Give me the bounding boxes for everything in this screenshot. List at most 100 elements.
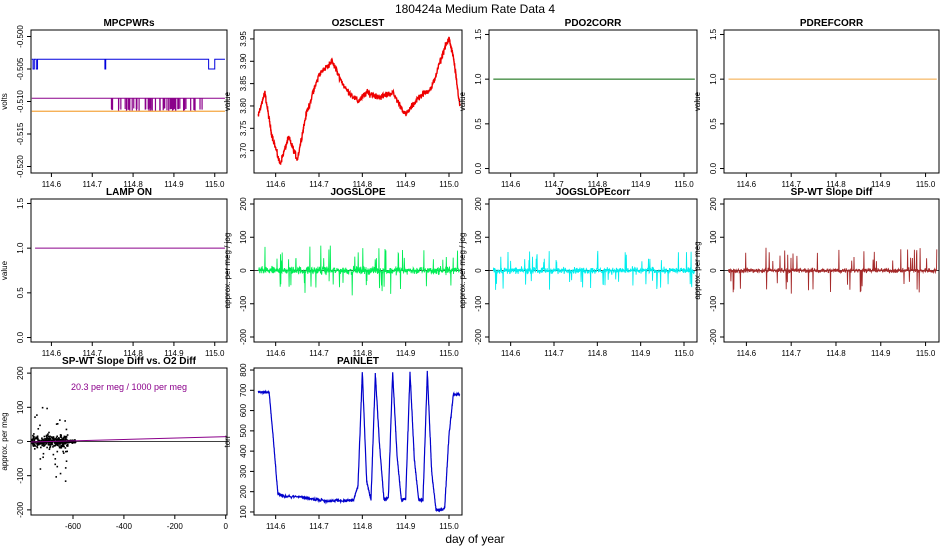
plot-area — [254, 245, 462, 296]
scatter-point — [39, 442, 42, 444]
scatter-point — [45, 442, 48, 445]
scatter-point — [36, 444, 39, 446]
scatter-point — [33, 433, 35, 435]
y-tick-label: 0.0 — [16, 331, 25, 343]
scatter-point — [47, 433, 49, 435]
scatter-point — [53, 444, 55, 447]
scatter-point — [46, 446, 48, 449]
scatter-point — [63, 441, 65, 444]
y-axis-label: value — [223, 91, 232, 111]
chart-title: LAMP ON — [106, 187, 152, 198]
series-line-blue — [31, 58, 225, 70]
scatter-point — [47, 439, 49, 442]
y-tick-label: -100 — [239, 295, 248, 312]
scatter-point — [36, 414, 38, 416]
y-tick-label: 0 — [16, 439, 25, 444]
x-tick-label: 114.9 — [631, 349, 651, 358]
chart-pdo2corr: PDO2CORR value 114.6 114.7 114.8 114.9 115.0 0.… — [458, 18, 698, 189]
figure-title: 180424a Medium Rate Data 4 — [395, 2, 555, 16]
scatter-point — [62, 452, 65, 454]
x-tick-label: 115.0 — [439, 349, 459, 358]
plot-area — [31, 58, 225, 112]
y-tick-label: 0 — [474, 268, 483, 273]
scatter-point — [39, 424, 41, 427]
x-tick-label: 114.6 — [42, 180, 62, 189]
scatter-point — [56, 442, 59, 444]
x-tick-label: 115.0 — [205, 180, 225, 189]
chart-o2sclest: O2SCLEST value 114.6 114.7 114.8 114.9 115.0 3.… — [223, 18, 463, 189]
scatter-point — [66, 434, 69, 436]
scatter-point — [51, 439, 54, 441]
scatter-point — [64, 441, 67, 444]
scatter-point — [62, 437, 65, 440]
x-tick-label: 0 — [224, 522, 229, 531]
x-tick-label: 114.8 — [826, 349, 846, 358]
scatter-point — [33, 444, 36, 447]
scatter-point — [55, 423, 58, 425]
scatter-point — [45, 438, 48, 440]
scatter-point — [59, 419, 61, 421]
scatter-point — [69, 441, 72, 443]
chart-title: JOGSLOPE — [330, 187, 385, 198]
y-tick-label: -100 — [709, 295, 718, 312]
scatter-point — [32, 445, 35, 447]
scatter-point — [40, 439, 43, 442]
scatter-point — [55, 443, 58, 446]
scatter-point — [36, 446, 39, 449]
y-tick-label: 3.90 — [239, 53, 248, 69]
scatter-point — [59, 443, 62, 445]
series-line — [257, 370, 461, 513]
scatter-point — [54, 458, 57, 460]
scatter-point — [48, 435, 51, 438]
x-tick-label: 115.0 — [439, 180, 459, 189]
scatter-point — [69, 439, 72, 442]
y-tick-label: -200 — [709, 328, 718, 345]
y-axis-label: approx. per meg — [693, 241, 702, 299]
scatter-point — [38, 443, 40, 446]
scatter-point — [51, 437, 54, 440]
chart-spwtvso2: SP-WT Slope Diff vs. O2 Diff approx. per … — [0, 356, 229, 531]
y-tick-label: 0.5 — [709, 118, 718, 130]
y-tick-label: 0.5 — [474, 118, 483, 130]
y-axis-label: value — [458, 91, 467, 111]
scatter-point — [63, 442, 65, 445]
scatter-point — [45, 439, 48, 442]
scatter-point — [50, 443, 53, 445]
y-tick-label: -200 — [16, 501, 25, 518]
scatter-point — [56, 423, 59, 425]
scatter-point — [42, 445, 45, 447]
y-tick-label: 0 — [239, 268, 248, 273]
y-tick-label: -100 — [16, 467, 25, 484]
scatter-point — [54, 444, 57, 447]
y-tick-label: 100 — [709, 230, 718, 244]
scatter-point — [33, 437, 35, 439]
scatter-point — [56, 465, 59, 468]
x-tick-label: 114.7 — [781, 349, 801, 358]
scatter-point — [44, 442, 46, 444]
scatter-point — [65, 436, 68, 438]
scatter-point — [44, 443, 46, 446]
x-tick-label: 114.7 — [309, 349, 329, 358]
x-tick-label: 114.7 — [83, 180, 103, 189]
scatter-point — [39, 458, 42, 460]
scatter-point — [49, 446, 51, 449]
scatter-point — [42, 439, 45, 441]
chart-title: SP-WT Slope Diff — [791, 187, 873, 198]
chart-mpcpwrs: MPCPWRs volts 114.6 114.7 114.8 114.9 115.0 -0.… — [0, 18, 228, 189]
scatter-point — [59, 472, 62, 475]
scatter-point — [63, 438, 65, 441]
y-tick-label: 0.5 — [16, 287, 25, 299]
y-tick-label: 300 — [239, 464, 248, 478]
scatter-point — [59, 439, 62, 441]
scatter-point — [64, 447, 67, 449]
chart-title: PDREFCORR — [800, 18, 864, 29]
y-tick-label: 200 — [239, 484, 248, 498]
x-tick-label: 114.7 — [544, 180, 564, 189]
series-line — [257, 245, 461, 296]
scatter-point — [66, 443, 69, 446]
series-line — [257, 36, 461, 166]
scatter-point — [41, 438, 44, 441]
chart-pdrefcorr: PDREFCORR value 114.6 114.7 114.8 114.9 115.0 0… — [693, 18, 940, 189]
scatter-point — [61, 438, 63, 441]
scatter-point — [64, 437, 66, 439]
